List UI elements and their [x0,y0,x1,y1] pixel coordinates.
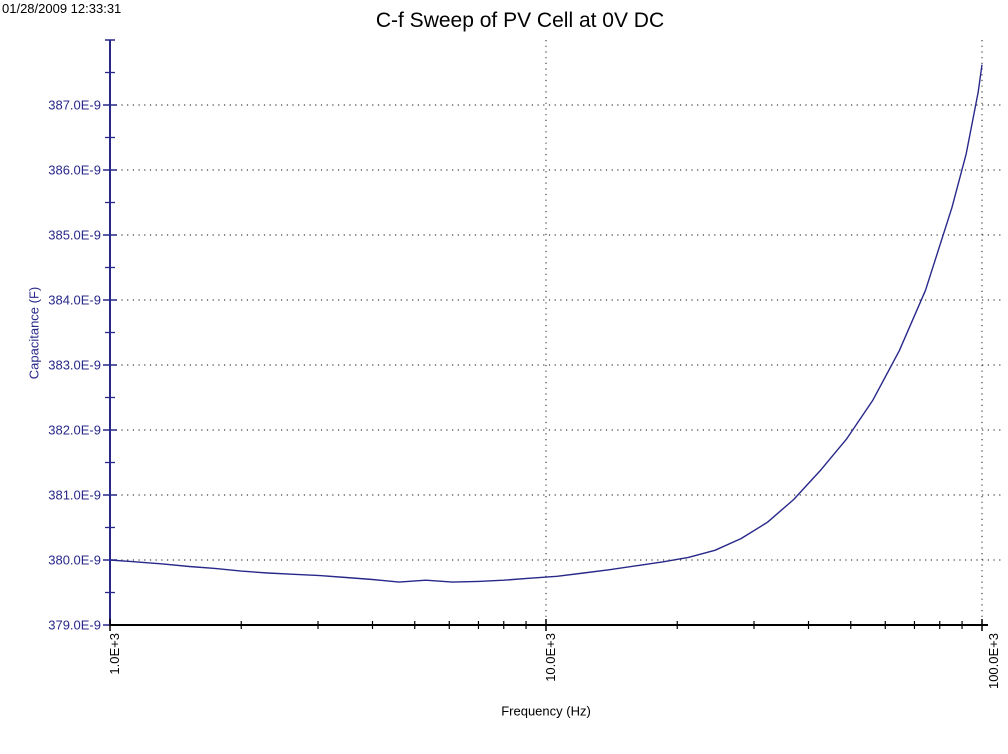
x-tick-label: 100.0E+3 [986,633,1001,689]
y-tick-label: 381.0E-9 [48,488,101,503]
y-tick-label: 384.0E-9 [48,293,101,308]
y-tick-label: 379.0E-9 [48,618,101,633]
x-tick-label: 10.0E+3 [543,633,558,682]
x-tick-label: 1.0E+3 [107,633,122,675]
y-tick-label: 382.0E-9 [48,423,101,438]
x-axis-label: Frequency (Hz) [501,703,591,719]
y-tick-label: 383.0E-9 [48,358,101,373]
y-tick-label: 387.0E-9 [48,98,101,113]
y-tick-label: 380.0E-9 [48,553,101,568]
y-tick-label: 385.0E-9 [48,228,101,243]
y-tick-label: 386.0E-9 [48,163,101,178]
timestamp: 01/28/2009 12:33:31 [2,1,122,16]
chart-title: C-f Sweep of PV Cell at 0V DC [375,9,665,32]
capacitance-curve [109,64,983,583]
